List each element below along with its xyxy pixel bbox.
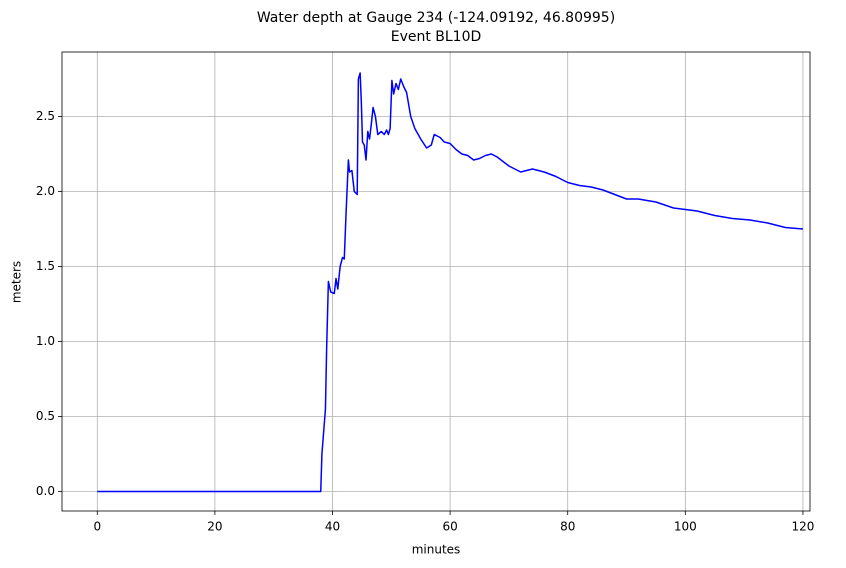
y-tick-label: 0.5 — [36, 409, 55, 423]
plot-frame — [61, 51, 811, 512]
y-tick-label: 2.5 — [36, 109, 55, 123]
x-tick-label: 0 — [93, 520, 101, 534]
x-tick-label: 40 — [325, 520, 340, 534]
x-tick-label: 100 — [674, 520, 697, 534]
x-tick-label: 120 — [791, 520, 814, 534]
data-line — [97, 72, 804, 493]
x-axis-label: minutes — [412, 543, 461, 557]
x-tick-label: 60 — [442, 520, 457, 534]
y-tick-label: 1.5 — [36, 259, 55, 273]
chart-subtitle: Event BL10D — [391, 29, 482, 45]
x-tick-label: 20 — [207, 520, 222, 534]
chart-title: Water depth at Gauge 234 (-124.09192, 46… — [257, 10, 615, 26]
y-tick-label: 0.0 — [36, 484, 55, 498]
y-tick-label: 2.0 — [36, 184, 55, 198]
y-axis-label: meters — [10, 261, 24, 303]
y-tick-label: 1.0 — [36, 334, 55, 348]
x-tick-label: 80 — [560, 520, 575, 534]
